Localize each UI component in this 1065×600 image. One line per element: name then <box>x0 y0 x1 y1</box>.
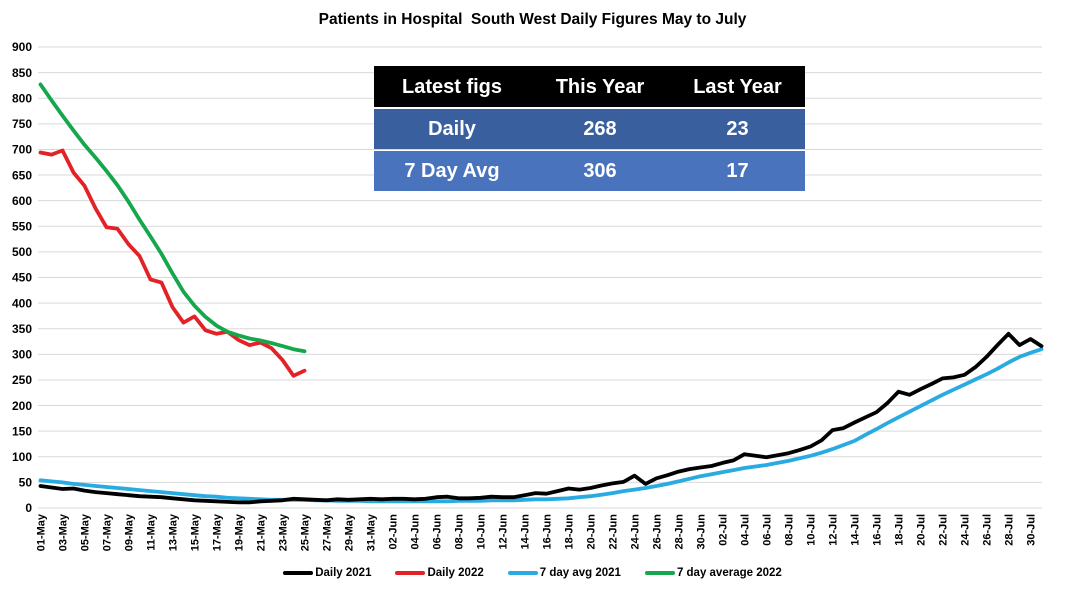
table-row-daily: Daily 268 23 <box>374 109 805 149</box>
x-axis-tick-label: 16-Jul <box>871 514 883 546</box>
x-axis-tick-label: 13-May <box>167 513 179 551</box>
line-7-day-avg-2021 <box>38 347 1044 504</box>
y-axis-tick-label: 50 <box>19 476 33 490</box>
x-axis-tick-label: 24-Jun <box>629 514 641 550</box>
y-axis-tick-label: 300 <box>12 348 32 362</box>
x-axis-tick-label: 23-May <box>277 513 289 551</box>
x-axis-tick-label: 28-Jul <box>1003 514 1015 546</box>
y-axis-tick-label: 400 <box>12 296 32 310</box>
y-axis-tick-label: 650 <box>12 168 32 182</box>
y-axis-tick-label: 850 <box>12 66 32 80</box>
x-axis-tick-label: 04-Jul <box>739 514 751 546</box>
y-axis-tick-label: 500 <box>12 245 32 259</box>
table-header-latest-figs: Latest figs <box>401 75 503 98</box>
x-axis-tick-label: 10-Jun <box>475 514 487 550</box>
x-axis-tick-label: 29-May <box>343 513 355 551</box>
table-cell-avg-last-year: 17 <box>726 160 749 182</box>
y-axis-tick-label: 550 <box>12 219 32 233</box>
x-axis-tick-label: 08-Jun <box>453 514 465 550</box>
line-daily-2022 <box>38 148 307 378</box>
legend-label: Daily 2021 <box>315 567 372 579</box>
x-axis-tick-label: 15-May <box>189 513 201 551</box>
x-axis-tick-label: 03-May <box>57 513 69 551</box>
x-axis-tick-label: 20-Jul <box>915 514 927 546</box>
x-axis-tick-label: 22-Jun <box>607 514 619 550</box>
x-axis-tick-label: 10-Jul <box>805 514 817 546</box>
legend-label: 7 day average 2022 <box>676 567 782 579</box>
x-axis-tick-label: 22-Jul <box>937 514 949 546</box>
y-axis-tick-label: 250 <box>12 373 32 387</box>
x-axis-tick-label: 27-May <box>321 513 333 551</box>
x-axis-tick-label: 06-Jun <box>431 514 443 550</box>
x-axis-tick-label: 07-May <box>101 513 113 551</box>
table-cell-daily-this-year: 268 <box>583 118 617 140</box>
x-axis-tick-label: 12-Jun <box>497 514 509 550</box>
y-axis-tick-label: 700 <box>12 143 32 157</box>
x-axis-tick-label: 02-Jun <box>387 514 399 550</box>
x-axis-tick-label: 14-Jun <box>519 514 531 550</box>
y-axis-tick-label: 900 <box>12 40 32 54</box>
chart-legend: Daily 2021 Daily 2022 7 day avg 2021 7 day … <box>0 567 1065 579</box>
y-axis-tick-label: 600 <box>12 194 32 208</box>
x-axis-tick-label: 02-Jul <box>717 514 729 546</box>
legend-label: Daily 2022 <box>427 567 484 579</box>
x-axis-tick-label: 19-May <box>233 513 245 551</box>
x-axis-tick-label: 31-May <box>365 513 377 551</box>
x-axis-tick-label: 08-Jul <box>783 514 795 546</box>
legend-item-daily-2021: Daily 2021 <box>283 567 371 579</box>
x-axis-tick-label: 30-Jun <box>695 514 707 550</box>
x-axis-tick-label: 21-May <box>255 513 267 551</box>
latest-figures-table: Latest figs This Year Last Year Daily 26… <box>374 66 805 193</box>
legend-label: 7 day avg 2021 <box>539 567 621 579</box>
y-axis-tick-label: 150 <box>12 424 32 438</box>
x-axis-tick-label: 04-Jun <box>409 514 421 550</box>
table-header-row: Latest figs This Year Last Year <box>374 66 805 107</box>
legend-swatch <box>507 571 538 575</box>
table-cell-avg-label: 7 Day Avg <box>404 160 500 182</box>
table-cell-daily-label: Daily <box>428 118 476 140</box>
page-title: Patients in Hospital South West Daily Fi… <box>318 11 747 28</box>
x-axis-tick-label: 11-May <box>145 513 157 551</box>
x-axis-tick-label: 25-May <box>299 513 311 551</box>
x-axis-tick-label: 26-Jun <box>651 514 663 550</box>
y-axis-tick-label: 800 <box>12 91 32 105</box>
x-axis-tick-label: 01-May <box>35 513 47 551</box>
x-axis-tick-label: 09-May <box>123 513 135 551</box>
legend-swatch <box>395 571 426 575</box>
x-axis-tick-label: 16-Jun <box>541 514 553 550</box>
line-7-day-average-2022 <box>38 82 307 354</box>
legend-item-7-day-average-2022: 7 day average 2022 <box>644 567 782 579</box>
x-axis-tick-label: 05-May <box>79 513 91 551</box>
x-axis-tick-label: 24-Jul <box>959 514 971 546</box>
y-axis-tick-label: 750 <box>12 117 32 131</box>
y-axis-tick-label: 100 <box>12 450 32 464</box>
legend-swatch <box>644 571 675 575</box>
x-axis-tick-label: 20-Jun <box>585 514 597 550</box>
table-cell-avg-this-year: 306 <box>583 160 617 182</box>
legend-item-7-day-avg-2021: 7 day avg 2021 <box>507 567 621 579</box>
x-axis-tick-label: 17-May <box>211 513 223 551</box>
table-header-this-year: This Year <box>555 75 645 98</box>
legend-item-daily-2022: Daily 2022 <box>395 567 484 579</box>
y-axis-tick-label: 350 <box>12 322 32 336</box>
x-axis-tick-label: 26-Jul <box>981 514 993 546</box>
y-axis-tick-label: 0 <box>25 501 32 515</box>
x-axis-tick-label: 12-Jul <box>827 514 839 546</box>
x-axis-tick-label: 28-Jun <box>673 514 685 550</box>
table-row-7-day-avg: 7 Day Avg 306 17 <box>374 151 805 191</box>
y-axis-tick-label: 450 <box>12 271 32 285</box>
y-axis-tick-label: 200 <box>12 399 32 413</box>
line-daily-2021 <box>38 331 1044 505</box>
table-header-last-year: Last Year <box>693 75 782 98</box>
x-axis-tick-label: 14-Jul <box>849 514 861 546</box>
x-axis-tick-label: 18-Jun <box>563 514 575 550</box>
x-axis-tick-label: 18-Jul <box>893 514 905 546</box>
x-axis-tick-label: 06-Jul <box>761 514 773 546</box>
legend-swatch <box>283 571 314 575</box>
table-cell-daily-last-year: 23 <box>726 118 749 140</box>
x-axis-tick-label: 30-Jul <box>1025 514 1037 546</box>
